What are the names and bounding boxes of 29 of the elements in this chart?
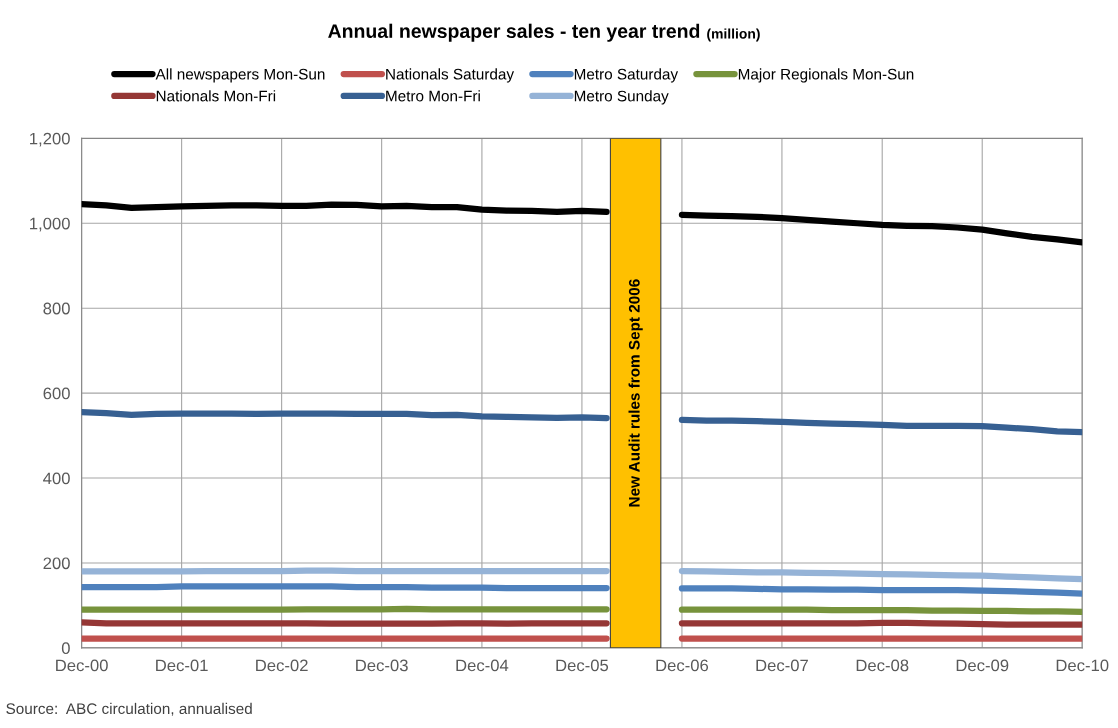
legend-label: All newspapers Mon-Sun: [155, 68, 325, 83]
y-tick-label: 0: [61, 642, 70, 655]
x-tick-label: Dec-02: [256, 659, 308, 672]
band-label: New Audit rules from Sept 2006: [628, 279, 643, 507]
y-tick-label: 1,000: [30, 217, 70, 232]
legend-label: Metro Mon-Fri: [386, 90, 480, 102]
x-tick-label: Dec-05: [556, 659, 609, 672]
y-tick-label: 600: [43, 387, 70, 400]
x-tick-label: Dec-06: [656, 659, 709, 672]
legend-label: Major Regionals Mon-Sun: [738, 68, 914, 83]
x-tick-label: Dec-00: [56, 659, 108, 672]
x-tick-label: Dec-04: [456, 659, 509, 672]
legend-label: Metro Saturday: [574, 68, 679, 83]
x-tick-label: Dec-08: [856, 659, 909, 672]
x-tick-label: Dec-01: [156, 659, 208, 672]
y-tick-label: 400: [43, 472, 70, 485]
x-tick-label: Dec-09: [956, 659, 1009, 672]
legend-label: Nationals Saturday: [386, 68, 515, 83]
chart-title: Annual newspaper sales - ten year trend: [328, 23, 700, 42]
y-tick-label: 1,200: [30, 132, 70, 147]
legend-label: Nationals Mon-Fri: [156, 90, 276, 102]
x-tick-label: Dec-03: [356, 659, 408, 672]
chart-subtitle: (million): [707, 28, 760, 42]
y-tick-label: 200: [43, 557, 70, 570]
y-tick-label: 800: [43, 302, 70, 315]
source-note: Source: ABC circulation, annualised: [6, 702, 252, 716]
x-tick-label: Dec-10: [1056, 659, 1109, 672]
x-tick-label: Dec-07: [756, 659, 808, 672]
legend-label: Metro Sunday: [574, 90, 669, 105]
